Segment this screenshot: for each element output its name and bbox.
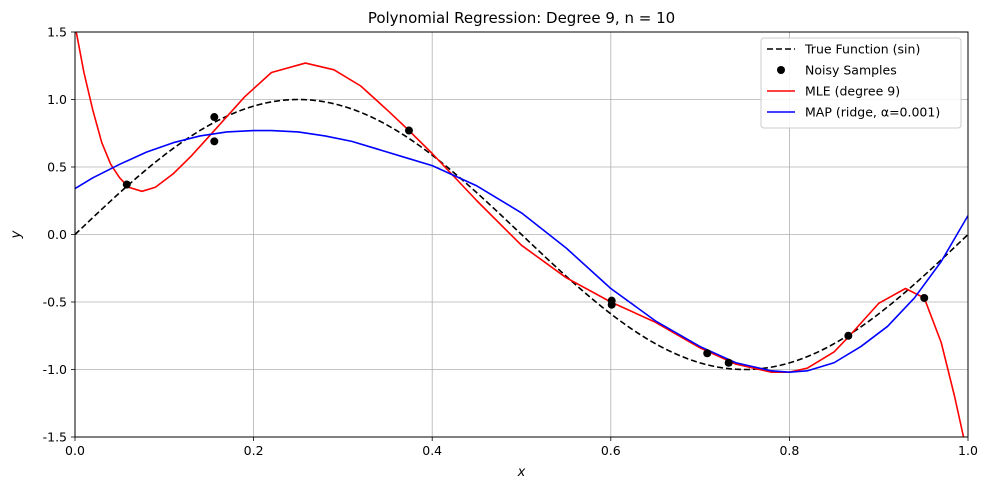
legend-box [760, 37, 962, 129]
series-line-2 [75, 32, 965, 437]
x-tick-label: 1.0 [958, 443, 978, 458]
sample-point [122, 180, 131, 189]
y-axis: -1.5 -1.0 -0.5 0.0 0.5 1.0 1.5 [43, 25, 75, 445]
x-tick-label: 0.4 [422, 443, 442, 458]
y-tick-label: 1.0 [47, 92, 67, 107]
legend-label: MAP (ridge, α=0.001) [805, 105, 940, 120]
x-axis: 0.0 0.2 0.4 0.6 0.8 1.0 [65, 437, 978, 458]
sample-point [920, 293, 929, 302]
x-tick-label: 0.0 [65, 443, 85, 458]
legend-label: MLE (degree 9) [805, 84, 900, 99]
series-line-3 [75, 129, 968, 373]
sample-point [607, 296, 616, 305]
sample-point [210, 113, 219, 122]
y-axis-label: y [9, 230, 24, 239]
x-tick-label: 0.6 [601, 443, 621, 458]
chart-title: Polynomial Regression: Degree 9, n = 10 [368, 9, 675, 27]
legend-label: Noisy Samples [805, 63, 897, 78]
legend-marker [777, 66, 785, 74]
y-tick-label: 0.0 [47, 227, 67, 242]
x-tick-label: 0.2 [244, 443, 264, 458]
sample-point [844, 331, 853, 340]
x-tick-label: 0.8 [779, 443, 799, 458]
plot-area [75, 32, 968, 437]
y-tick-label: 1.5 [47, 25, 67, 40]
series-line-0 [75, 98, 968, 371]
sample-point [703, 349, 712, 358]
sample-point [724, 358, 733, 367]
y-tick-label: 0.5 [47, 160, 67, 175]
y-tick-label: -1.0 [43, 362, 67, 377]
y-tick-label: -0.5 [43, 295, 67, 310]
x-axis-label: x [517, 465, 526, 480]
legend: True Function (sin) Noisy Samples MLE (deg… [760, 37, 962, 129]
y-tick-label: -1.5 [43, 430, 67, 445]
legend-label: True Function (sin) [804, 42, 920, 57]
sample-point [404, 126, 413, 135]
sample-point [210, 137, 219, 146]
